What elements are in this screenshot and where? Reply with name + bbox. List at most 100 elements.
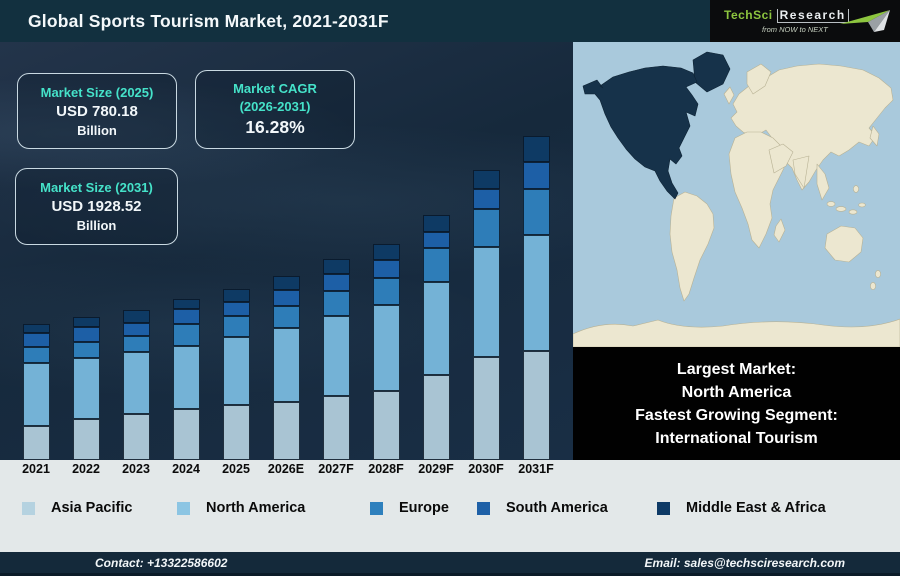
bar-segment <box>423 282 450 375</box>
techsci-logo: TechSci Research from NOW to NEXT <box>710 0 900 42</box>
bar-segment <box>23 347 50 363</box>
bar-segment <box>373 260 400 278</box>
stat-value: USD 780.18 <box>56 102 138 120</box>
world-map <box>573 42 900 347</box>
bar-segment <box>523 136 550 162</box>
map-eurasia <box>730 63 894 191</box>
axis-label-2030F: 2030F <box>468 462 504 476</box>
map-island <box>875 270 881 278</box>
page-title: Global Sports Tourism Market, 2021-2031F <box>28 10 389 31</box>
stat-sublabel: (2026-2031) <box>239 99 311 114</box>
bar-chart <box>0 42 573 460</box>
bar-segment <box>23 324 50 333</box>
map-greenland-highlight <box>692 51 731 93</box>
stat-label: Market Size (2031) <box>40 180 153 195</box>
x-axis-labels: 2021 2022 2023 2024 2025 2026E 2027F 2028F 2029F… <box>0 462 573 480</box>
map-australia <box>824 225 864 263</box>
key-facts-box: Largest Market: North America Fastest Gr… <box>573 347 900 460</box>
stat-box-market-size-2031: Market Size (2031) USD 1928.52 Billion <box>15 168 178 245</box>
stat-unit: Billion <box>76 218 117 233</box>
bar-segment <box>23 363 50 426</box>
map-arabia <box>768 143 794 174</box>
stat-unit: Billion <box>77 122 117 138</box>
bar-segment <box>223 405 250 460</box>
bar-segment <box>273 290 300 306</box>
bar-2025 <box>223 289 250 460</box>
map-island <box>848 209 858 215</box>
bar-segment <box>23 426 50 460</box>
header: Global Sports Tourism Market, 2021-2031F… <box>0 0 900 42</box>
axis-label-2029F: 2029F <box>418 462 454 476</box>
axis-label-2031F: 2031F <box>518 462 554 476</box>
bar-segment <box>223 302 250 316</box>
bar-segment <box>523 351 550 460</box>
world-map-card <box>573 42 900 347</box>
legend-label: North America <box>206 500 306 516</box>
map-india <box>792 155 810 189</box>
bar-segment <box>373 278 400 305</box>
stat-box-market-size-2025: Market Size (2025) USD 780.18 Billion <box>17 73 177 149</box>
legend-swatch <box>657 501 670 515</box>
info-line: North America <box>681 383 792 401</box>
axis-label-2022: 2022 <box>72 462 100 476</box>
logo-brand-primary: TechSci <box>724 7 773 22</box>
axis-label-2026E: 2026E <box>267 462 305 476</box>
footer-email: Email: sales@techsciresearch.com <box>644 555 845 570</box>
bottom-strip: 2021 2022 2023 2024 2025 2026E 2027F 2028F 2029F… <box>0 460 900 552</box>
map-japan <box>869 125 880 147</box>
bar-segment <box>173 324 200 346</box>
map-africa <box>728 131 786 249</box>
axis-label-2024: 2024 <box>172 462 200 476</box>
logo-text: TechSci Research <box>724 7 849 23</box>
bar-2026E <box>273 276 300 460</box>
stat-value: USD 1928.52 <box>51 198 142 215</box>
bar-segment <box>473 170 500 189</box>
legend-swatch <box>477 501 490 515</box>
legend-item: Middle East & Africa <box>657 500 826 516</box>
map-uk <box>723 86 735 105</box>
map-antarctica <box>573 318 900 347</box>
bar-segment <box>373 391 400 460</box>
bar-segment <box>223 337 250 405</box>
bar-segment <box>223 316 250 337</box>
logo-brand-secondary: Research <box>776 8 849 23</box>
bar-segment <box>423 375 450 460</box>
bar-segment <box>23 333 50 347</box>
map-island <box>870 282 876 290</box>
bar-segment <box>173 309 200 324</box>
map-island <box>835 206 847 212</box>
legend-swatch <box>177 501 190 515</box>
bar-segment <box>73 327 100 342</box>
bar-segment <box>323 259 350 274</box>
stat-label: Market Size (2025) <box>40 84 154 100</box>
axis-label-2027F: 2027F <box>318 462 354 476</box>
bar-segment <box>73 419 100 460</box>
stat-label: Market CAGR <box>233 81 317 96</box>
bar-2023 <box>123 310 150 460</box>
info-line: Fastest Growing Segment: <box>635 406 838 424</box>
bar-segment <box>423 215 450 232</box>
map-island <box>853 185 859 193</box>
bar-2031F <box>523 136 550 460</box>
legend-swatch <box>370 501 383 515</box>
footer: Contact: +13322586602 Email: sales@techs… <box>0 552 900 576</box>
bar-2030F <box>473 170 500 460</box>
map-north-america-highlight <box>582 65 699 200</box>
axis-label-2021: 2021 <box>22 462 50 476</box>
bar-segment <box>273 276 300 290</box>
bar-segment <box>73 358 100 419</box>
paper-plane-arrow-icon <box>840 10 890 32</box>
bar-segment <box>323 291 350 316</box>
bar-segment <box>73 317 100 327</box>
map-madagascar <box>773 218 786 243</box>
bar-2021 <box>23 324 50 460</box>
bar-segment <box>473 357 500 460</box>
stat-box-market-cagr: Market CAGR (2026-2031) 16.28% <box>195 70 355 149</box>
axis-label-2028F: 2028F <box>368 462 404 476</box>
bar-2028F <box>373 244 400 460</box>
map-se-asia <box>816 163 830 201</box>
bar-segment <box>423 232 450 248</box>
bar-segment <box>173 299 200 309</box>
bar-segment <box>123 310 150 323</box>
